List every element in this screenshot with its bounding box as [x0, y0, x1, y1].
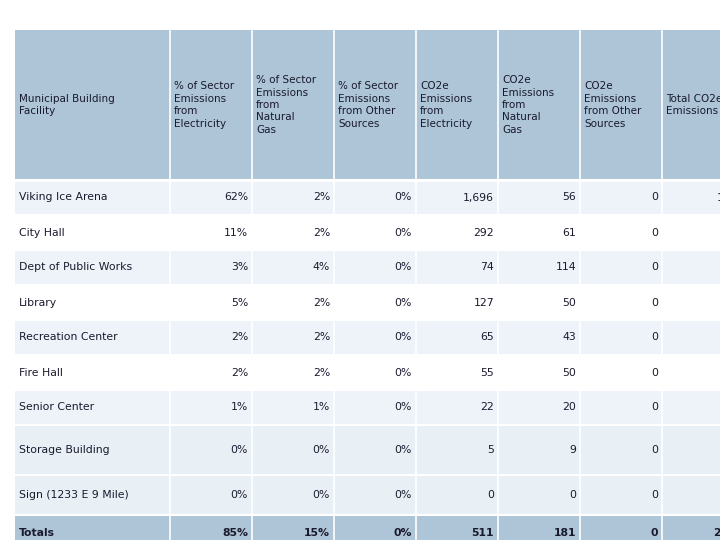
Text: 0: 0	[651, 402, 658, 413]
Text: 0: 0	[651, 368, 658, 377]
Text: % of Sector
Emissions
from Other
Sources: % of Sector Emissions from Other Sources	[338, 82, 398, 129]
Text: 50: 50	[562, 368, 576, 377]
Text: 2%: 2%	[230, 333, 248, 342]
Text: 0: 0	[651, 445, 658, 455]
Bar	[15, 320, 720, 355]
Text: 2%: 2%	[312, 227, 330, 238]
Text: 43: 43	[562, 333, 576, 342]
Text: 0%: 0%	[395, 262, 412, 273]
Bar	[15, 390, 720, 425]
Text: 0%: 0%	[395, 402, 412, 413]
Text: 85%: 85%	[222, 528, 248, 537]
Text: 0: 0	[651, 298, 658, 307]
Text: 56: 56	[562, 192, 576, 202]
Text: 50: 50	[562, 298, 576, 307]
Text: 61: 61	[562, 227, 576, 238]
Text: 2%: 2%	[312, 192, 330, 202]
Text: 65: 65	[480, 333, 494, 342]
Text: 2%: 2%	[312, 333, 330, 342]
Text: 181: 181	[554, 528, 576, 537]
Text: CO2e
Emissions
from
Electricity: CO2e Emissions from Electricity	[420, 82, 472, 129]
Text: 114: 114	[555, 262, 576, 273]
Text: 1%: 1%	[312, 402, 330, 413]
Text: 74: 74	[480, 262, 494, 273]
Text: 0%: 0%	[394, 528, 412, 537]
Text: 0%: 0%	[312, 445, 330, 455]
Text: 0%: 0%	[395, 192, 412, 202]
Text: 0: 0	[651, 262, 658, 273]
Bar	[15, 475, 720, 515]
Bar	[15, 180, 720, 215]
Text: 0%: 0%	[395, 298, 412, 307]
Text: 5: 5	[487, 445, 494, 455]
Text: 9: 9	[569, 445, 576, 455]
Text: 0: 0	[650, 528, 658, 537]
Bar	[15, 285, 720, 320]
Text: Sign (1233 E 9 Mile): Sign (1233 E 9 Mile)	[19, 490, 129, 500]
Text: 0%: 0%	[230, 490, 248, 500]
Text: Recreation Center: Recreation Center	[19, 333, 117, 342]
Bar	[15, 355, 720, 390]
Bar	[15, 515, 720, 540]
Text: 5%: 5%	[230, 298, 248, 307]
Text: % of Sector
Emissions
from
Electricity: % of Sector Emissions from Electricity	[174, 82, 234, 129]
Text: 0%: 0%	[395, 445, 412, 455]
Text: 55: 55	[480, 368, 494, 377]
Text: 62%: 62%	[224, 192, 248, 202]
Text: 0: 0	[651, 490, 658, 500]
Text: 2%: 2%	[312, 368, 330, 377]
Text: 3%: 3%	[230, 262, 248, 273]
Text: Storage Building: Storage Building	[19, 445, 109, 455]
Text: Library: Library	[19, 298, 57, 307]
Bar	[15, 425, 720, 475]
Text: 0%: 0%	[395, 368, 412, 377]
Text: 0%: 0%	[395, 227, 412, 238]
Bar	[15, 250, 720, 285]
Text: 127: 127	[473, 298, 494, 307]
Text: 0: 0	[651, 227, 658, 238]
Text: 15%: 15%	[304, 528, 330, 537]
Text: 0%: 0%	[395, 490, 412, 500]
Text: 4%: 4%	[312, 262, 330, 273]
Text: 22: 22	[480, 402, 494, 413]
Text: % of Sector
Emissions
from
Natural
Gas: % of Sector Emissions from Natural Gas	[256, 75, 316, 135]
Text: 0%: 0%	[395, 333, 412, 342]
Text: Total CO2e
Emissions: Total CO2e Emissions	[666, 94, 720, 116]
Text: 0: 0	[651, 333, 658, 342]
Text: 11%: 11%	[224, 227, 248, 238]
Text: CO2e
Emissions
from Other
Sources: CO2e Emissions from Other Sources	[584, 82, 642, 129]
Text: 292: 292	[473, 227, 494, 238]
Text: 0: 0	[487, 490, 494, 500]
Text: 2,737: 2,737	[714, 528, 720, 537]
Text: Totals: Totals	[19, 528, 55, 537]
Text: Viking Ice Arena: Viking Ice Arena	[19, 192, 107, 202]
Text: Senior Center: Senior Center	[19, 402, 94, 413]
Text: 511: 511	[472, 528, 494, 537]
Text: Dept of Public Works: Dept of Public Works	[19, 262, 132, 273]
Text: 2%: 2%	[312, 298, 330, 307]
Text: 1,752: 1,752	[717, 192, 720, 202]
Text: 1%: 1%	[230, 402, 248, 413]
Text: Municipal Building
Facility: Municipal Building Facility	[19, 94, 114, 116]
Text: Fire Hall: Fire Hall	[19, 368, 63, 377]
Text: 20: 20	[562, 402, 576, 413]
Text: CO2e
Emissions
from
Natural
Gas: CO2e Emissions from Natural Gas	[502, 75, 554, 135]
Text: 2%: 2%	[230, 368, 248, 377]
Text: City Hall: City Hall	[19, 227, 65, 238]
Text: 1,696: 1,696	[463, 192, 494, 202]
Text: 0: 0	[569, 490, 576, 500]
Text: 0%: 0%	[230, 445, 248, 455]
Bar	[15, 215, 720, 250]
Text: 0%: 0%	[312, 490, 330, 500]
Text: 0: 0	[651, 192, 658, 202]
Bar	[15, 30, 720, 180]
